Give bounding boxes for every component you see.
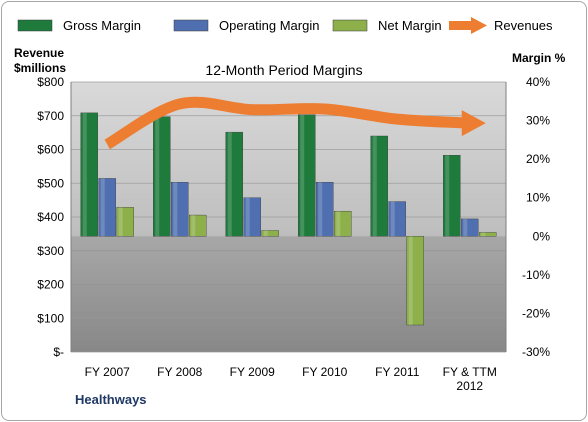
bar-highlight: [227, 132, 232, 237]
legend-swatch: [173, 19, 209, 32]
legend: Gross Margin Operating Margin Net Margin Re…: [17, 17, 553, 34]
bar-gross-margin: [298, 114, 316, 237]
right-tick-label: 20%: [526, 152, 550, 166]
bar-net-margin: [189, 214, 207, 237]
left-tick-label: $700: [37, 109, 64, 123]
bar-gross-margin: [80, 112, 98, 237]
bar-net-margin: [406, 236, 424, 326]
bars-group: [80, 112, 497, 326]
category-labels: FY 2007 FY 2008 FY 2009 FY 2010 FY 2011 FY & …: [85, 365, 497, 393]
bar-operating-margin: [171, 182, 189, 237]
bar-net-margin: [261, 230, 279, 237]
left-tick-label: $500: [37, 176, 64, 190]
legend-label: Gross Margin: [63, 18, 141, 33]
category-label: FY 2008: [157, 365, 202, 379]
bar-highlight: [481, 232, 486, 237]
bar-net-margin: [479, 232, 497, 237]
left-tick-label: $200: [37, 278, 64, 292]
bar-operating-margin: [388, 201, 406, 237]
bar-highlight: [445, 155, 450, 237]
bar-gross-margin: [225, 131, 243, 237]
category-label: FY 2007: [85, 365, 130, 379]
bar-highlight: [155, 116, 160, 237]
bar-highlight: [191, 215, 196, 237]
left-tick-label: $100: [37, 311, 64, 325]
bar-operating-margin: [316, 182, 334, 237]
left-tick-label: $600: [37, 143, 64, 157]
left-tick-label: $300: [37, 244, 64, 258]
right-axis-label: Margin %: [512, 51, 566, 65]
bar-gross-margin: [443, 155, 461, 237]
bar-highlight: [336, 211, 341, 237]
bar-operating-margin: [243, 197, 261, 237]
legend-swatch: [449, 21, 471, 30]
brand-label: Healthways: [75, 392, 147, 407]
right-tick-label: -10%: [522, 268, 550, 282]
right-tick-label: 40%: [526, 75, 550, 89]
chart-floor: [71, 236, 506, 352]
left-axis-ticks: $800 $700 $600 $500 $400 $300 $200 $100 $-: [37, 75, 64, 359]
category-label: 2012: [456, 379, 483, 393]
left-tick-label: $-: [53, 345, 64, 359]
right-tick-label: -30%: [522, 345, 550, 359]
left-axis-label-line1: Revenue: [14, 46, 64, 60]
bar-highlight: [173, 182, 178, 237]
bar-highlight: [263, 230, 268, 237]
legend-swatch: [17, 19, 53, 32]
category-label: FY 2010: [302, 365, 347, 379]
bar-highlight: [300, 114, 305, 237]
bar-net-margin: [334, 211, 352, 237]
bar-highlight: [463, 218, 468, 237]
legend-label: Revenues: [494, 18, 553, 33]
right-tick-label: -20%: [522, 306, 550, 320]
left-axis-label-line2: $millions: [14, 61, 66, 75]
left-tick-label: $400: [37, 210, 64, 224]
bar-highlight: [100, 178, 105, 237]
bar-gross-margin: [370, 135, 388, 237]
bar-highlight: [118, 207, 123, 237]
revenue-line-group: [104, 96, 486, 150]
legend-label: Operating Margin: [219, 18, 319, 33]
category-label: FY 2009: [230, 365, 275, 379]
revenue-line: [104, 96, 471, 150]
bar-highlight: [372, 136, 377, 237]
right-tick-label: 0%: [533, 229, 551, 243]
legend-swatch: [332, 19, 368, 32]
legend-label: Net Margin: [378, 18, 442, 33]
legend-arrow: [471, 17, 487, 34]
bar-net-margin: [116, 207, 134, 237]
right-tick-label: 30%: [526, 114, 550, 128]
right-tick-label: 10%: [526, 191, 550, 205]
bar-operating-margin: [98, 178, 116, 237]
right-axis-ticks: 40% 30% 20% 10% 0% -10% -20% -30%: [522, 75, 550, 359]
bar-highlight: [245, 197, 250, 237]
revenue-arrowhead: [461, 110, 486, 137]
category-label: FY 2011: [375, 365, 420, 379]
gridlines: [70, 81, 507, 353]
category-label: FY & TTM: [443, 365, 497, 379]
bar-operating-margin: [461, 218, 479, 237]
bar-highlight: [390, 201, 395, 237]
left-tick-label: $800: [37, 75, 64, 89]
bar-highlight: [408, 236, 413, 325]
bar-highlight: [82, 112, 87, 237]
chart-title: 12-Month Period Margins: [205, 62, 362, 78]
bar-highlight: [318, 182, 323, 237]
